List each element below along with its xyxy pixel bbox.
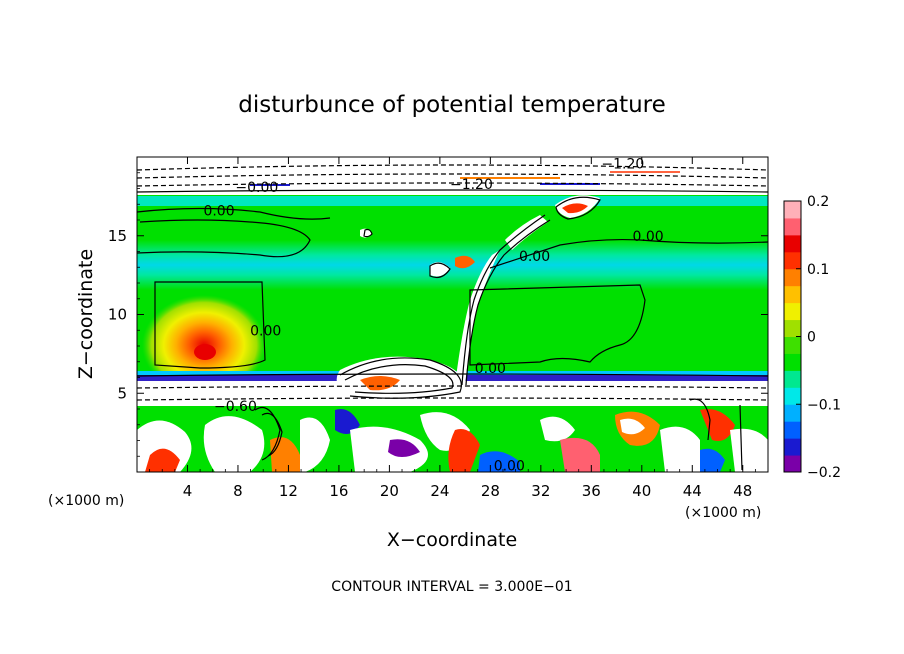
contour-label: 0.00 (519, 249, 550, 265)
x-tick-label: 8 (233, 482, 243, 500)
colorbar-tick-label: −0.1 (807, 397, 841, 413)
x-tick-label: 28 (481, 482, 500, 500)
x-tick-label: 16 (329, 482, 348, 500)
x-tick-label: 36 (582, 482, 601, 500)
contour-label: 0.00 (494, 459, 525, 475)
contour-label: −1.20 (450, 177, 493, 193)
x-tick-label: 20 (380, 482, 399, 500)
colorbar-segment (784, 285, 801, 304)
colorbar-segment (784, 438, 801, 456)
colorbar-segment (784, 268, 801, 287)
contour-label: −1.20 (601, 156, 644, 172)
x-axis: 4 8 12 16 20 24 28 32 36 40 44 48 (149, 157, 756, 500)
colorbar-segment (784, 217, 801, 236)
boundary-layer-blobs (137, 409, 768, 472)
contour-interval-note: CONTOUR INTERVAL = 3.000E−01 (331, 579, 572, 595)
colorbar-segment (784, 336, 801, 354)
colorbar-segment (784, 421, 801, 439)
x-tick-label: 40 (632, 482, 651, 500)
colorbar-segment (784, 353, 801, 371)
colorbar-segment (784, 404, 801, 422)
contour-label: −0.00 (235, 180, 278, 196)
colorbar-tick-label: −0.2 (807, 465, 841, 481)
x-tick-label: 48 (733, 482, 752, 500)
colorbar-segment (784, 319, 801, 337)
contour-labels: 0.00 0.00 0.00 0.00 0.00 −0.60 0.00 −1.20 −1.20 −… (203, 156, 663, 474)
colorbar-segment (784, 201, 801, 219)
y-tick-label: 10 (108, 306, 127, 324)
colorbar: 0.2 0.1 0 −0.1 −0.2 (783, 194, 841, 481)
contour-label: −0.60 (214, 399, 257, 415)
chart-title: disturbunce of potential temperature (238, 92, 666, 118)
colorbar-segment (784, 387, 801, 405)
contour-label: 0.00 (250, 323, 281, 339)
y-axis-label: Z−coordinate (75, 249, 97, 379)
x-tick-label: 12 (279, 482, 298, 500)
contour-label: 0.00 (475, 361, 506, 377)
colorbar-segment (784, 455, 801, 473)
x-tick-label: 44 (683, 482, 702, 500)
colorbar-segment (784, 251, 801, 270)
x-unit-left: (×1000 m) (48, 493, 124, 509)
colorbar-tick-label: 0.1 (807, 262, 829, 278)
x-axis-label: X−coordinate (387, 529, 517, 551)
upper-cool-band (137, 196, 768, 206)
y-tick-label: 5 (117, 384, 127, 402)
y-tick-label: 15 (108, 227, 127, 245)
plot-area (137, 157, 768, 472)
x-tick-label: 24 (430, 482, 449, 500)
contour-label: 0.00 (203, 204, 234, 220)
warm-core (194, 344, 216, 360)
colorbar-segment (784, 302, 801, 321)
colorbar-segment (784, 370, 801, 388)
colorbar-tick-label: 0 (807, 330, 816, 346)
y-axis: 5 10 15 (108, 172, 768, 457)
x-unit-right: (×1000 m) (685, 505, 761, 521)
x-tick-label: 4 (183, 482, 193, 500)
colorbar-tick-label: 0.2 (807, 194, 829, 210)
contour-label: 0.00 (633, 229, 664, 245)
contour-lines (137, 164, 768, 471)
colorbar-segment (784, 234, 801, 253)
x-tick-label: 32 (531, 482, 550, 500)
